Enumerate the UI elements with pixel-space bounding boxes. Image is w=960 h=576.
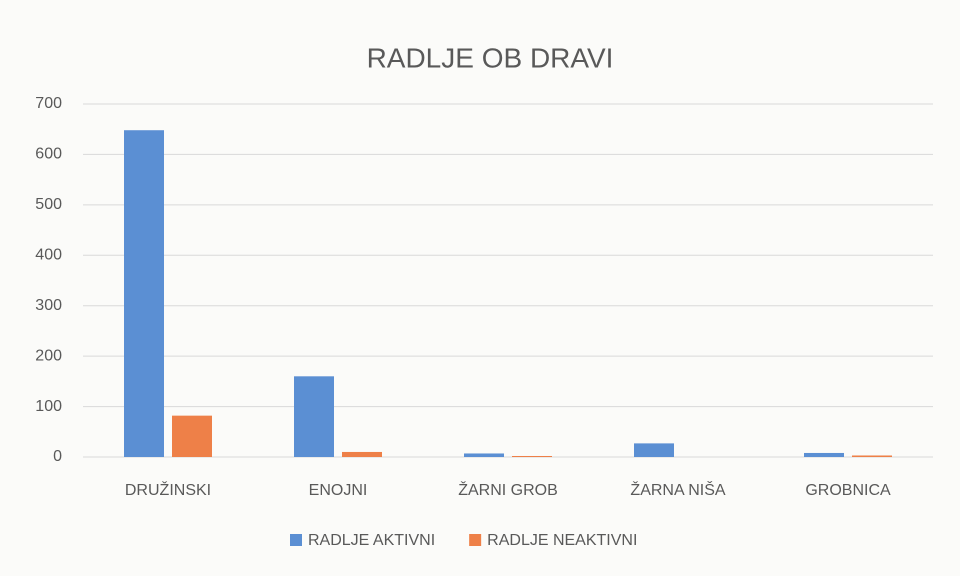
bar: [342, 451, 382, 457]
y-tick-label: 100: [35, 398, 62, 415]
legend-swatch: [469, 534, 482, 546]
y-tick-label: 600: [35, 146, 62, 163]
y-tick-label: 300: [35, 297, 62, 314]
bar: [634, 443, 674, 457]
legend-swatch: [290, 534, 302, 546]
bar: [852, 455, 892, 457]
y-tick-label: 0: [53, 448, 62, 465]
x-tick-label: ENOJNI: [309, 482, 368, 499]
y-tick-label: 500: [35, 196, 62, 213]
x-tick-label: ŽARNI GROB: [458, 480, 558, 499]
bar: [804, 452, 844, 457]
legend-label: RADLJE NEAKTIVNI: [487, 532, 637, 549]
bar: [464, 453, 504, 457]
legend-label: RADLJE AKTIVNI: [308, 532, 435, 549]
x-tick-label: ŽARNA NIŠA: [630, 480, 725, 499]
bar: [512, 455, 552, 457]
x-tick-label: DRUŽINSKI: [125, 480, 211, 499]
bar: [294, 376, 334, 457]
y-tick-label: 200: [35, 347, 62, 364]
bar: [172, 415, 212, 457]
x-tick-label: GROBNICA: [805, 482, 891, 499]
bar: [124, 130, 164, 458]
chart-title: RADLJE OB DRAVI: [367, 42, 614, 73]
y-tick-label: 400: [35, 247, 62, 264]
y-tick-label: 700: [35, 95, 62, 112]
